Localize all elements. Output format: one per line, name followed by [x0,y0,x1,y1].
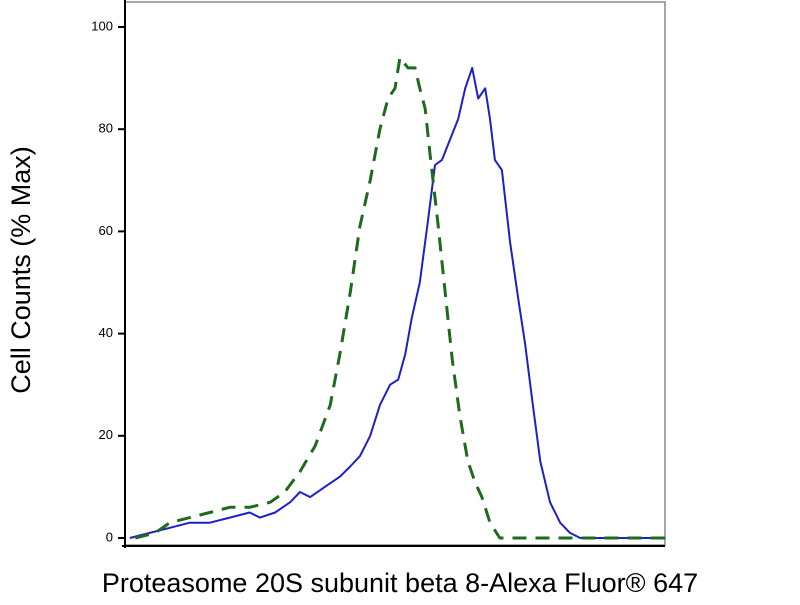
y-tick-label: 0 [106,529,113,544]
series-line [129,66,665,539]
y-tick-label: 60 [99,223,113,238]
y-tick-label: 80 [99,121,113,136]
x-axis-title: Proteasome 20S subunit beta 8-Alexa Fluo… [102,568,698,598]
y-axis-title: Cell Counts (% Max) [6,146,36,394]
y-tick-label: 100 [91,18,113,33]
y-tick-label: 20 [99,427,113,442]
y-tick-label: 40 [99,325,113,340]
series-line [134,56,665,540]
